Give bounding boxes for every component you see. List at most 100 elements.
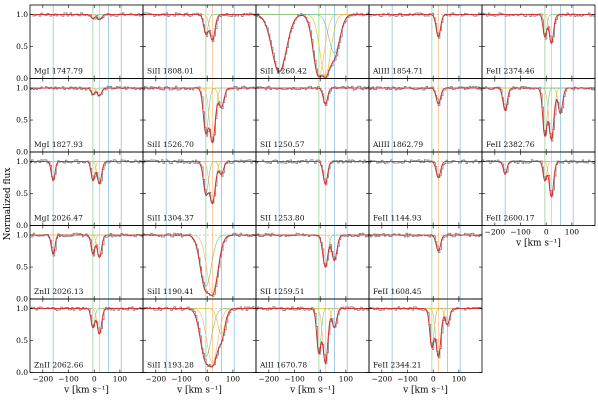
panel-feii-2344_21: −200 −100 0 100 FeII 2344.21 <box>368 298 483 384</box>
panel-label: ZnII 2026.13 <box>34 287 84 296</box>
component-profile <box>143 161 256 194</box>
panel-plot-area <box>143 225 256 299</box>
y-tick-label: 0.0 <box>16 295 28 304</box>
component-profile <box>482 161 595 175</box>
panel-label: SiII 1260.42 <box>260 67 307 76</box>
x-tick-label: −100 <box>171 375 192 384</box>
x-axis-labels-group: v [km s⁻¹] v [km s⁻¹] v [km s⁻¹] v [km s⁻¹]… <box>63 239 561 396</box>
panel-label: FeII 2344.21 <box>373 361 422 370</box>
panel-plot-area <box>482 5 595 79</box>
x-tick-label: 100 <box>452 375 467 384</box>
component-profile <box>143 14 256 41</box>
y-tick-label: 0.5 <box>16 42 28 51</box>
y-tick-label: 0.5 <box>16 336 28 345</box>
x-tick-label: −100 <box>58 375 79 384</box>
x-tick-label: −200 <box>33 375 54 384</box>
total-fit <box>30 308 143 335</box>
panel-plot-area <box>30 78 143 152</box>
component-profile <box>482 87 595 112</box>
component-profile <box>256 234 369 261</box>
panel-label: FeII 2600.17 <box>486 214 535 223</box>
panel-plot-area <box>143 299 256 373</box>
component-profile <box>256 87 369 105</box>
panel-sii-1259_51: SII 1259.51 <box>255 225 370 300</box>
component-profile <box>482 161 595 198</box>
total-fit <box>482 87 595 141</box>
total-fit <box>256 234 369 268</box>
total-fit <box>369 308 482 358</box>
panel-feii-1608_45: FeII 1608.45 <box>368 225 483 300</box>
x-tick-label: −100 <box>397 375 418 384</box>
y-tick-label: 0.5 <box>16 263 28 272</box>
panel-plot-area <box>256 225 369 299</box>
component-profile <box>482 87 595 140</box>
total-fit <box>143 161 256 205</box>
spectrum-data <box>143 85 256 143</box>
x-tick-label: −200 <box>372 375 393 384</box>
component-profile <box>369 87 482 105</box>
panel-label: MgI 1747.79 <box>34 67 83 76</box>
component-profile <box>30 308 143 328</box>
panel-label: FeII 2374.46 <box>486 67 535 76</box>
panel-plot-area <box>369 78 482 152</box>
panel-mgi-1827_93: 0.0 0.5 1.0 MgI 1827.93 <box>16 78 144 157</box>
panel-aliii-1854_71: AlIII 1854.71 <box>368 4 483 79</box>
panel-plot-area <box>256 152 369 226</box>
total-fit <box>143 234 256 296</box>
panel-plot-area <box>30 5 143 79</box>
y-tick-label: 0.5 <box>16 116 28 125</box>
x-tick-label: −100 <box>284 375 305 384</box>
y-tick-label: 0.0 <box>16 74 28 83</box>
panel-label: AlIII 1862.79 <box>372 140 423 149</box>
panel-plot-area <box>30 299 143 373</box>
spectrum-data <box>30 232 143 257</box>
x-tick-label: 0 <box>92 375 97 384</box>
total-fit <box>30 234 143 259</box>
x-axis-label: v [km s⁻¹] <box>289 386 335 396</box>
x-tick-label: 100 <box>565 228 580 237</box>
spectrum-data <box>30 12 143 21</box>
spectrum-data <box>482 159 595 197</box>
component-profile <box>256 308 369 328</box>
component-profile <box>482 161 595 181</box>
panel-feii-1144_93: FeII 1144.93 <box>368 151 483 226</box>
panel-plot-area <box>256 5 369 79</box>
total-fit <box>143 87 256 144</box>
panel-plot-area <box>256 78 369 152</box>
y-axis-label: Normalized flux <box>3 168 13 241</box>
y-tick-label: 1.0 <box>16 231 28 240</box>
panel-siii-1304_37: SiII 1304.37 <box>142 151 257 226</box>
panel-label: SiII 1526.70 <box>147 140 194 149</box>
panel-znii-2026_13: 0.0 0.5 1.0 ZnII 2026.13 <box>16 225 144 304</box>
component-profile <box>30 234 143 258</box>
panel-plot-area <box>369 5 482 79</box>
panel-siii-1260_42: SiII 1260.42 <box>255 4 370 79</box>
component-profile <box>256 308 369 354</box>
total-fit <box>369 87 482 105</box>
component-profile <box>30 161 143 182</box>
x-tick-label: −200 <box>259 375 280 384</box>
x-tick-label: −200 <box>485 228 506 237</box>
component-profile <box>369 234 482 252</box>
panel-plot-area <box>369 152 482 226</box>
spectrum-data <box>143 159 256 204</box>
component-profile <box>482 87 595 114</box>
component-profile <box>143 161 256 204</box>
y-tick-label: 1.0 <box>16 304 28 313</box>
panel-mgi-2026_47: 0.0 0.5 1.0 MgI 2026.47 <box>16 151 144 230</box>
panel-feii-2600_17: −200 −100 0 100 FeII 2600.17 <box>481 151 596 237</box>
component-profile <box>143 14 256 34</box>
total-fit <box>256 161 369 185</box>
panel-label: FeII 1608.45 <box>373 287 422 296</box>
panel-plot-area <box>143 5 256 79</box>
panel-plot-area <box>369 299 482 373</box>
panel-siii-1808_01: SiII 1808.01 <box>142 4 257 79</box>
panel-frame <box>481 151 596 226</box>
y-tick-label: 0.0 <box>16 148 28 157</box>
total-fit <box>369 14 482 38</box>
x-tick-label: 100 <box>113 375 128 384</box>
component-profile <box>256 161 369 185</box>
x-tick-label: −200 <box>146 375 167 384</box>
total-fit <box>256 308 369 364</box>
